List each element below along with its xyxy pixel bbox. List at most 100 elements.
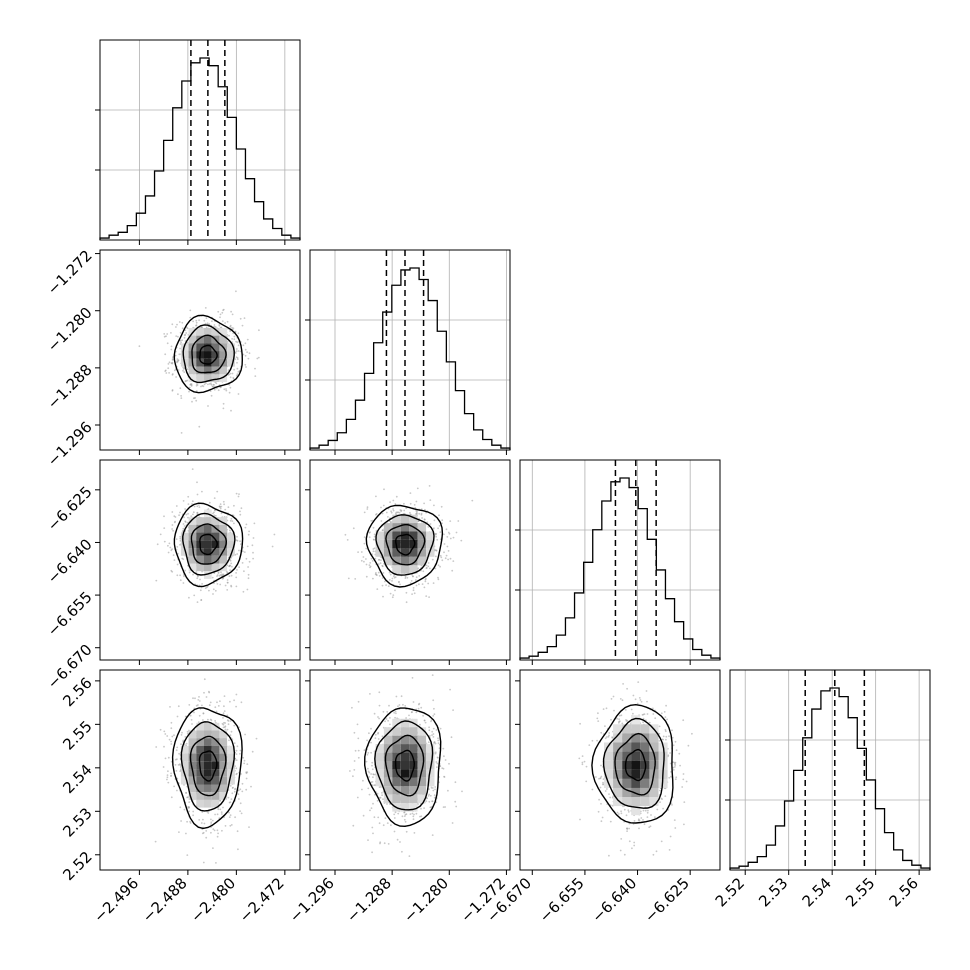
sample-point: [385, 718, 388, 720]
sample-point: [236, 539, 239, 542]
sample-point: [230, 798, 233, 800]
sample-point: [447, 550, 450, 552]
sample-point: [389, 573, 392, 576]
density-cell: [188, 792, 197, 800]
sample-point: [236, 373, 239, 376]
density-cell: [375, 744, 384, 753]
sample-point: [370, 727, 372, 730]
sample-point: [451, 569, 454, 572]
sample-point: [221, 573, 223, 576]
sample-point: [372, 550, 375, 553]
sample-point: [421, 583, 424, 585]
scatter-panel-4-3: [519, 669, 721, 871]
contour-line: [182, 512, 236, 576]
sample-point: [174, 764, 177, 766]
sample-point: [372, 577, 374, 580]
density-cell: [204, 784, 212, 793]
sample-point: [441, 519, 444, 522]
sample-point: [231, 520, 234, 522]
sample-point: [449, 520, 452, 522]
sample-point: [425, 577, 427, 580]
sample-point: [235, 348, 238, 350]
sample-point: [675, 749, 678, 752]
sample-point: [422, 570, 425, 573]
density-cell: [211, 784, 220, 793]
sample-point: [428, 729, 431, 732]
sample-point: [363, 749, 366, 752]
sample-point: [193, 397, 195, 400]
sample-point: [405, 717, 407, 719]
sample-point: [378, 559, 380, 561]
density-cell: [188, 335, 197, 344]
density-cell: [417, 769, 427, 778]
density-cell: [227, 753, 235, 762]
sample-point: [365, 558, 367, 560]
density-cell: [417, 523, 427, 532]
sample-point: [353, 769, 356, 771]
sample-point: [254, 367, 256, 370]
sample-point: [357, 749, 360, 752]
sample-point: [229, 559, 232, 562]
sample-point: [205, 836, 208, 839]
sample-point: [220, 512, 223, 515]
sample-point: [171, 511, 174, 513]
sample-point: [219, 700, 221, 703]
sample-point: [585, 765, 588, 768]
sample-point: [248, 560, 251, 563]
sample-point: [187, 503, 190, 505]
density-cell: [417, 761, 427, 770]
sample-point: [395, 712, 397, 715]
sample-point: [179, 511, 181, 514]
sample-point: [445, 528, 448, 531]
density-cell: [188, 532, 197, 541]
density-cell: [426, 752, 435, 761]
sample-point: [351, 706, 353, 709]
sample-point: [164, 353, 167, 356]
density-cell: [409, 727, 418, 736]
sample-point: [195, 384, 198, 387]
sample-point: [176, 323, 178, 326]
sample-point: [180, 734, 183, 736]
sample-point: [231, 565, 233, 568]
sample-point: [406, 576, 409, 579]
sample-point: [431, 674, 434, 676]
sample-point: [222, 500, 225, 503]
sample-point: [362, 779, 364, 782]
sample-point: [244, 342, 247, 345]
sample-point: [183, 808, 186, 811]
sample-point: [162, 766, 165, 768]
contour-line: [173, 314, 244, 394]
sample-point: [420, 815, 423, 818]
sample-point: [178, 514, 181, 517]
sample-point: [193, 711, 195, 714]
sample-point: [242, 344, 245, 347]
sample-point: [425, 567, 428, 570]
sample-point: [200, 385, 202, 388]
density-cell: [196, 358, 204, 367]
sample-point: [238, 549, 240, 552]
sample-point: [171, 389, 174, 392]
density-cell: [409, 761, 418, 770]
sample-point: [434, 752, 437, 755]
density-cell: [196, 328, 204, 336]
sample-point: [368, 776, 371, 778]
sample-point: [396, 838, 399, 841]
scatter-panel-2-1: [99, 249, 301, 451]
sample-point: [376, 799, 379, 802]
sample-point: [371, 560, 374, 562]
density-cell: [417, 727, 427, 736]
density-cell: [392, 718, 401, 728]
sample-point: [235, 350, 238, 352]
sample-point: [446, 545, 449, 548]
sample-point: [229, 700, 231, 703]
sample-point: [186, 327, 189, 330]
sample-point: [357, 737, 360, 740]
sample-point: [226, 714, 229, 717]
sample-point: [235, 693, 238, 696]
sample-point: [244, 526, 247, 529]
sample-point: [239, 752, 241, 755]
sample-point: [232, 332, 235, 335]
sample-point: [227, 723, 230, 726]
sample-point: [159, 533, 162, 536]
density-cell: [426, 548, 435, 557]
